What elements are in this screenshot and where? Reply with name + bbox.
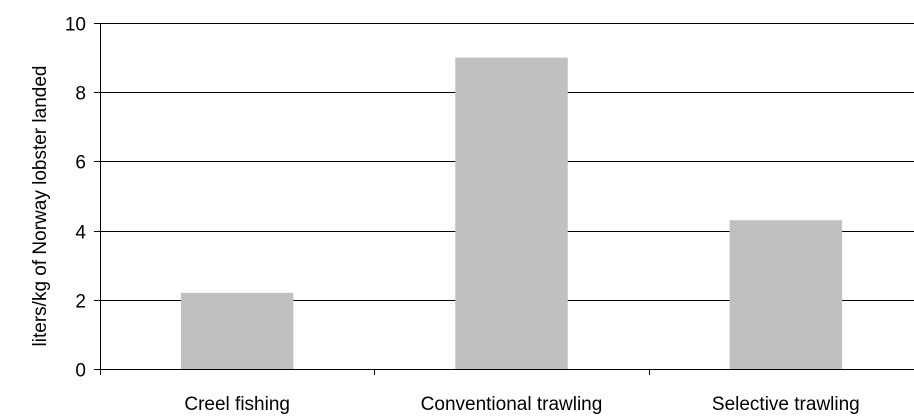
axes: [94, 23, 914, 375]
bars: [180, 57, 843, 369]
y-tick-label: 2: [75, 292, 86, 313]
bar: [729, 220, 843, 369]
bar: [455, 57, 568, 369]
y-tick-label: 6: [75, 153, 86, 174]
bar: [180, 292, 294, 369]
y-tick-labels: 0 2 4 6 8 10: [65, 15, 87, 382]
x-category-labels: Creel fishing Conventional trawling Select…: [184, 394, 859, 415]
y-tick-label: 4: [75, 223, 86, 244]
x-category-label: Conventional trawling: [421, 394, 603, 415]
y-tick-label: 0: [75, 361, 86, 382]
y-tick-label: 10: [65, 15, 86, 36]
x-category-label: Selective trawling: [712, 394, 860, 415]
y-tick-label: 8: [75, 84, 86, 105]
y-axis-title: liters/kg of Norway lobster landed: [30, 66, 51, 347]
x-category-label: Creel fishing: [184, 394, 290, 415]
